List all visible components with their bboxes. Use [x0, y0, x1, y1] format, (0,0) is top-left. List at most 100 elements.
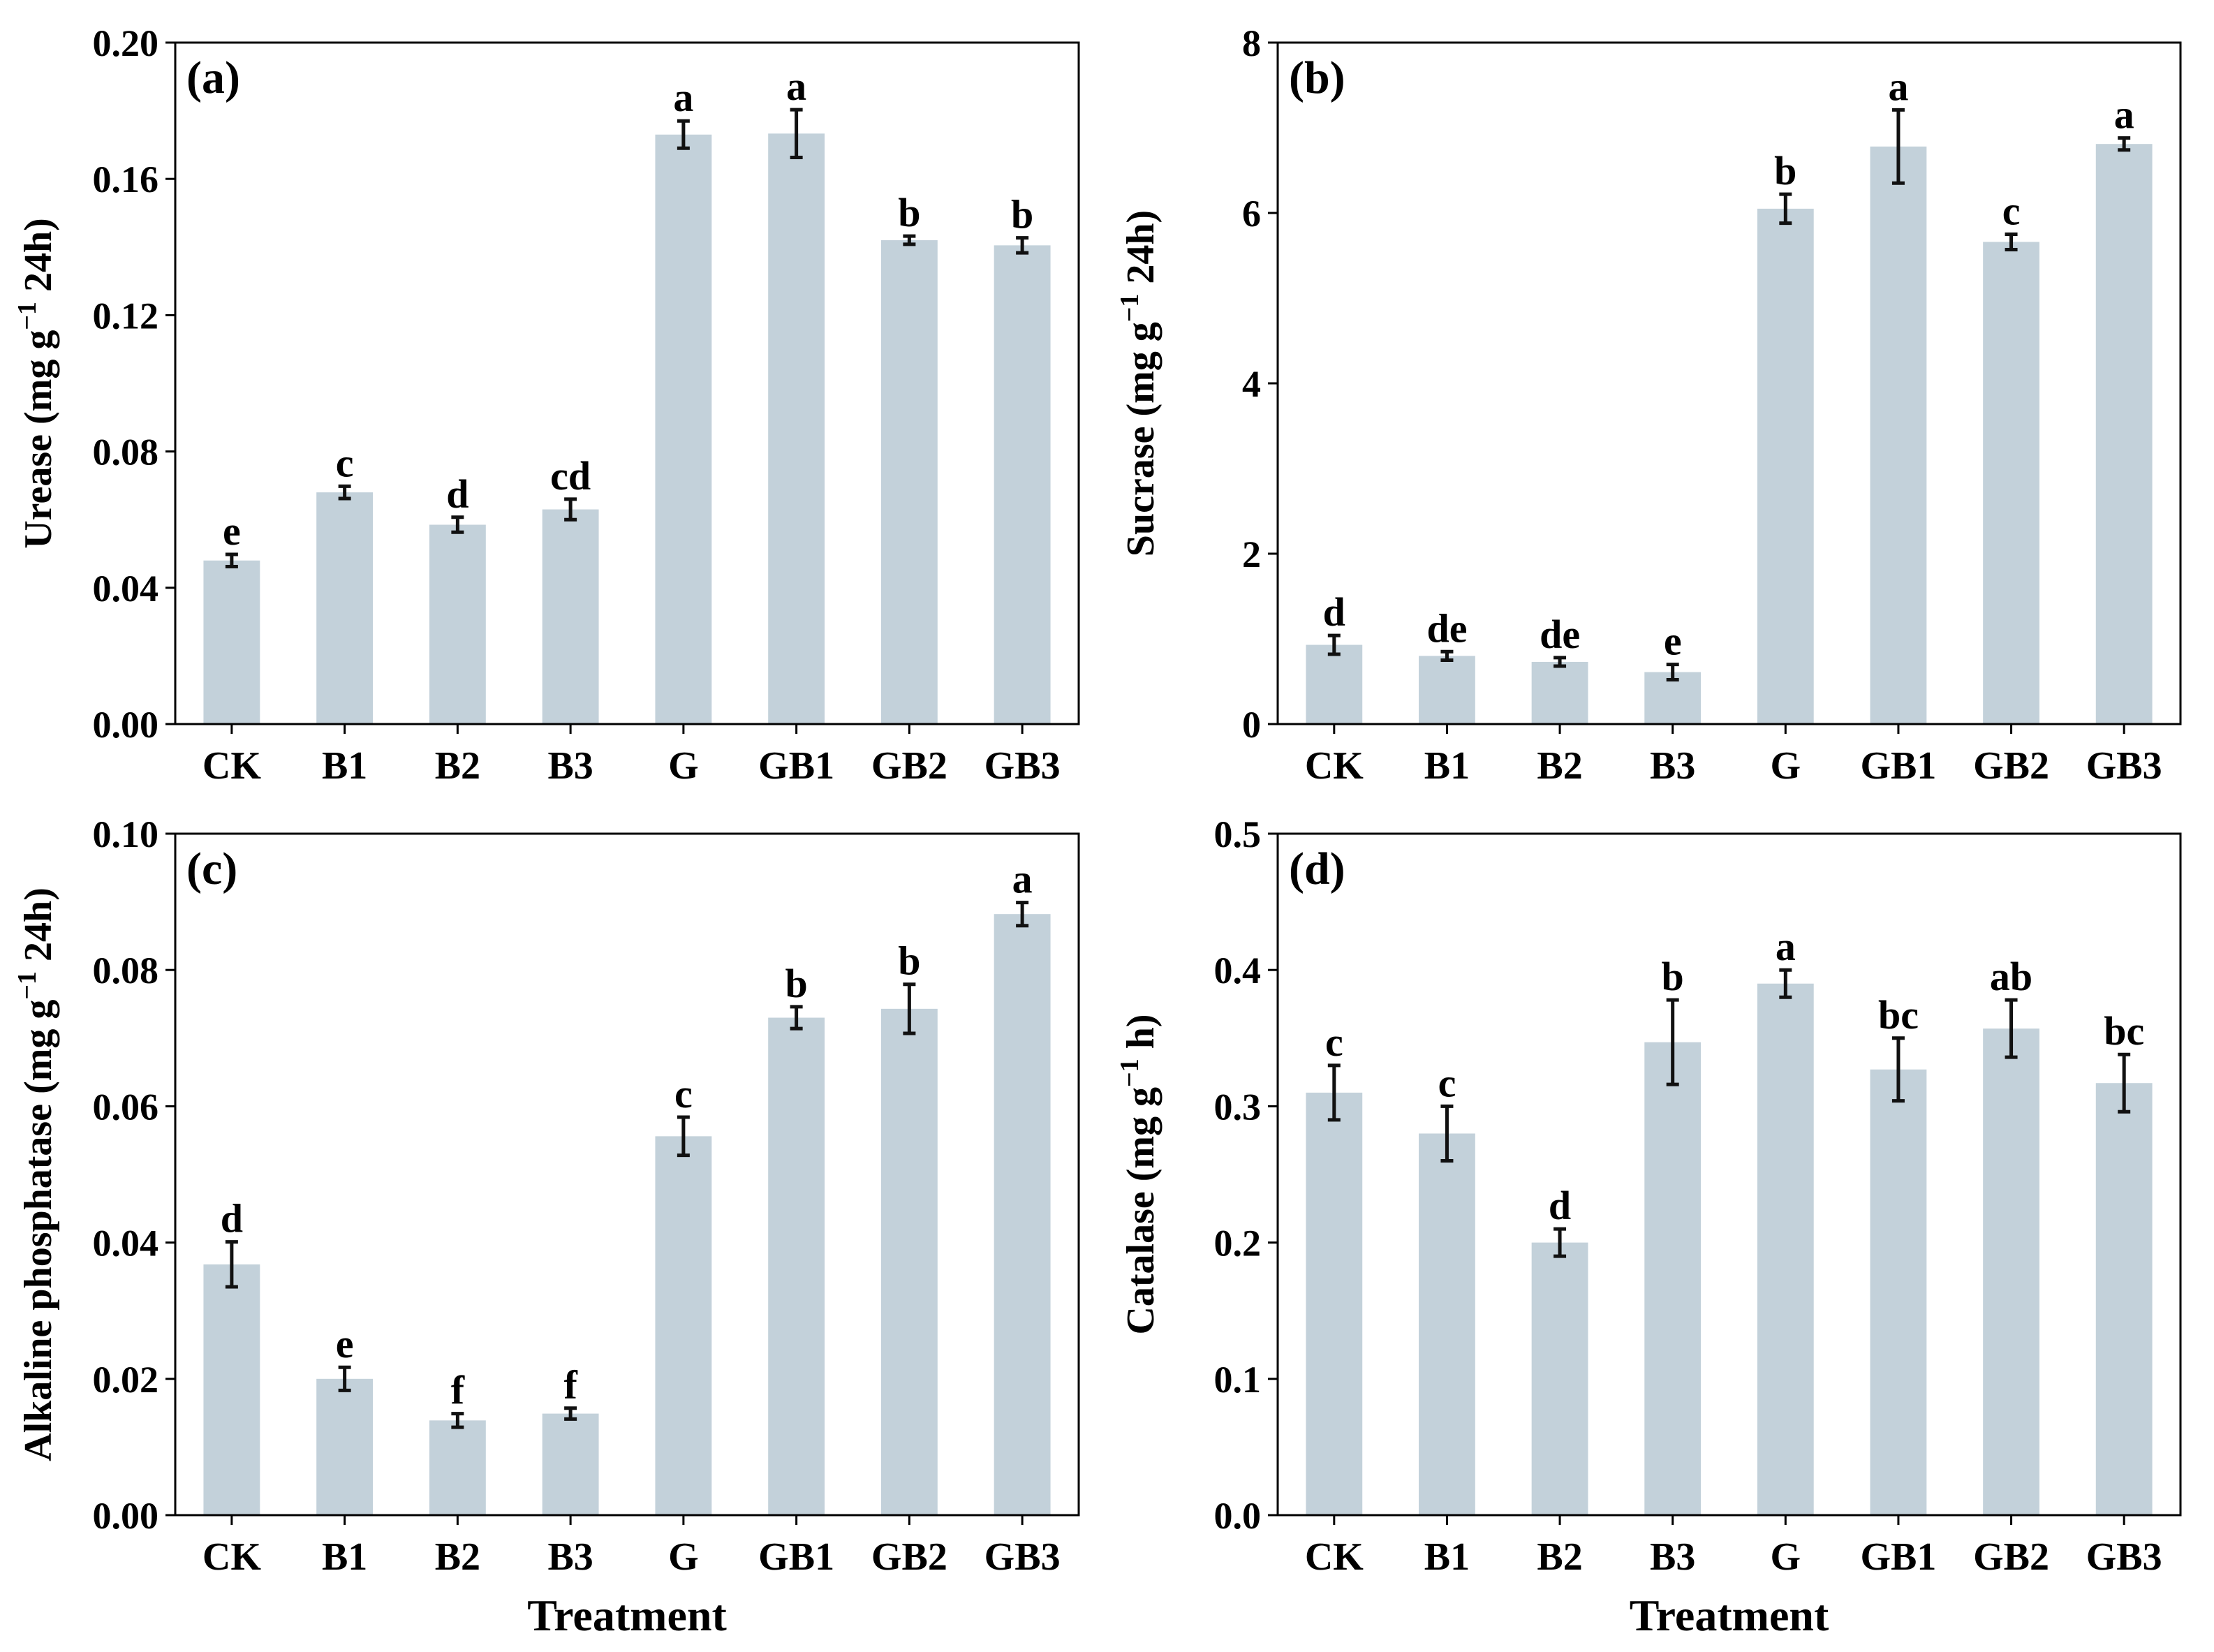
- y-axis-label: Urease (mg g−1 24h): [13, 218, 60, 549]
- plot-frame: [174, 41, 1080, 725]
- error-bar-CK: [1327, 1063, 1341, 1122]
- y-axis-label-main: Catalase (mg g: [1119, 1087, 1163, 1335]
- error-bar-GB2: [2005, 233, 2018, 251]
- significance-letter-B1: e: [336, 1321, 354, 1366]
- panel-label: (c): [186, 843, 237, 894]
- y-axis-label-superscript: −1: [13, 971, 42, 1000]
- bar-GB3: [994, 245, 1051, 724]
- error-bar-GB1: [790, 108, 803, 159]
- error-bar-B1: [1440, 1104, 1454, 1163]
- plot-frame: [1276, 832, 2182, 1517]
- error-bar-B3: [1666, 998, 1679, 1086]
- bar-GB3: [2095, 1083, 2153, 1515]
- panel-label: (a): [186, 52, 240, 103]
- error-bar-CK: [225, 1240, 238, 1289]
- error-bar-B3: [564, 1406, 577, 1421]
- significance-letter-GB1: b: [785, 961, 807, 1006]
- significance-letter-CK: d: [221, 1196, 243, 1241]
- bar-B2: [429, 524, 486, 724]
- y-axis-label-superscript: −1: [1115, 1059, 1144, 1087]
- x-axis-label: Treatment: [527, 1591, 727, 1640]
- chart-panel-3: d CK e B1 f B2 f B3 c Gb GB1 b GB2 a GB3 0.00 0.02 0.04 0.…: [13, 813, 1080, 1640]
- y-axis-label-main: Sucrase (mg g: [1119, 322, 1163, 556]
- x-tick-label-G: G: [668, 1535, 699, 1579]
- error-bar-B1: [1440, 649, 1454, 662]
- bar-G: [655, 1136, 712, 1515]
- error-bar-B3: [1666, 663, 1679, 682]
- error-bar-CK: [1327, 633, 1341, 656]
- significance-letter-B1: c: [1438, 1060, 1456, 1105]
- y-tick-label: 4: [1242, 363, 1261, 405]
- significance-letter-G: a: [1776, 924, 1796, 969]
- x-tick-label-GB2: GB2: [1973, 744, 2049, 788]
- x-tick-label-CK: CK: [1305, 744, 1364, 788]
- error-bar-G: [677, 1115, 690, 1158]
- y-tick-label: 8: [1242, 22, 1261, 64]
- bar-B3: [542, 509, 599, 724]
- x-tick-label-B2: B2: [435, 744, 480, 788]
- error-bar-B2: [451, 515, 464, 534]
- y-tick-label: 0.20: [93, 22, 159, 64]
- x-tick-label-GB1: GB1: [758, 744, 834, 788]
- significance-letter-GB1: a: [1888, 64, 1908, 109]
- panel-label: (d): [1289, 843, 1345, 894]
- significance-letter-G: c: [674, 1071, 693, 1116]
- y-tick-label: 0.5: [1214, 813, 1262, 855]
- x-tick-label-B1: B1: [1424, 1535, 1470, 1579]
- x-tick-label-GB1: GB1: [1860, 744, 1936, 788]
- y-tick-label: 0.4: [1214, 950, 1262, 991]
- y-tick-label: 0.2: [1214, 1223, 1262, 1264]
- x-tick-label-CK: CK: [202, 1535, 261, 1579]
- error-bar-B2: [451, 1412, 464, 1429]
- bar-GB2: [1983, 1028, 2039, 1515]
- bar-GB1: [1870, 146, 1927, 725]
- y-tick-label: 0.00: [93, 1495, 159, 1537]
- x-tick-label-GB3: GB3: [984, 744, 1061, 788]
- bar-B1: [1419, 656, 1475, 724]
- plot-frame: [174, 832, 1080, 1517]
- x-tick-label-B2: B2: [1537, 1535, 1582, 1579]
- bar-B2: [1531, 661, 1588, 724]
- bar-CK: [203, 1264, 260, 1515]
- x-tick-label-GB3: GB3: [2086, 744, 2162, 788]
- error-bar-B1: [338, 484, 351, 501]
- error-bar-GB2: [2005, 998, 2018, 1059]
- significance-letter-B2: d: [446, 471, 468, 517]
- x-tick-label-G: G: [1771, 1535, 1801, 1579]
- x-tick-label-GB3: GB3: [984, 1535, 1061, 1579]
- error-bar-GB1: [1891, 108, 1905, 185]
- significance-letter-B1: c: [336, 440, 354, 485]
- error-bar-G: [1779, 192, 1792, 226]
- significance-letter-B2: d: [1549, 1183, 1571, 1228]
- y-tick-label: 0.1: [1214, 1359, 1262, 1401]
- x-tick-label-G: G: [1771, 744, 1801, 788]
- y-tick-label: 0.16: [93, 158, 159, 200]
- bar-CK: [1306, 644, 1363, 724]
- error-bar-GB3: [2118, 1052, 2131, 1114]
- x-tick-label-GB2: GB2: [871, 1535, 947, 1579]
- y-tick-label: 0.3: [1214, 1086, 1262, 1128]
- significance-letter-CK: e: [223, 508, 241, 554]
- x-tick-label-B3: B3: [1650, 1535, 1695, 1579]
- significance-letter-B3: b: [1662, 954, 1684, 999]
- bar-G: [655, 134, 712, 724]
- bar-CK: [1306, 1092, 1363, 1515]
- error-bar-GB3: [1016, 901, 1029, 928]
- bar-GB2: [1983, 242, 2039, 725]
- y-axis-label-suffix: h): [1119, 1014, 1163, 1059]
- significance-letter-G: a: [673, 75, 693, 120]
- error-bar-CK: [225, 552, 238, 569]
- error-bar-B1: [338, 1365, 351, 1392]
- bar-B2: [1531, 1242, 1588, 1515]
- bar-GB3: [2095, 144, 2153, 724]
- x-tick-label-CK: CK: [202, 744, 261, 788]
- significance-letter-CK: c: [1325, 1019, 1343, 1065]
- chart-panel-2: d CK de B1 de B2 e B3 b Ga GB1 c GB2 a GB3 0 2 4 6 8 (b) Sucr…: [1115, 22, 2182, 788]
- bar-GB2: [880, 1008, 938, 1515]
- y-axis-label: Alkaline phosphatase (mg g−1 24h): [13, 887, 60, 1461]
- bar-GB2: [880, 240, 938, 724]
- y-tick-label: 0.04: [93, 1223, 159, 1264]
- error-bar-G: [677, 119, 690, 150]
- x-tick-label-B3: B3: [547, 744, 593, 788]
